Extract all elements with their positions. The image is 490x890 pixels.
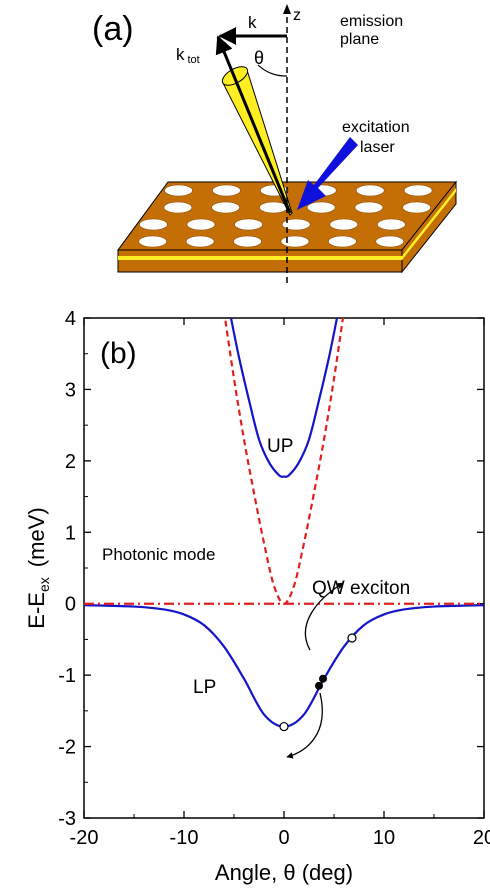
y-tick-label: 1 <box>65 522 76 544</box>
z-label: z <box>293 7 301 24</box>
quantum-well-layer-side <box>402 188 456 260</box>
slab-front-face <box>117 249 403 273</box>
y-axis-label-sub: ex <box>36 577 52 592</box>
series-lp <box>84 604 484 728</box>
air-holes <box>138 184 433 248</box>
y-tick-label: -3 <box>58 808 76 830</box>
excitation-laser-arrow <box>297 137 358 210</box>
ktot-label-main: k <box>176 45 185 64</box>
y-axis-label: E-Eex (meV) <box>24 507 52 628</box>
open-point <box>279 721 289 732</box>
air-hole <box>212 184 241 197</box>
theta-label: θ <box>254 48 264 68</box>
z-axis-arrowhead <box>283 4 291 14</box>
emission-plane-label-1: emission <box>340 13 403 30</box>
filled-point <box>319 674 327 683</box>
air-hole <box>259 201 288 214</box>
open-point <box>347 633 357 643</box>
ktot-label: k tot <box>176 45 200 66</box>
excitation-laser-label-2: laser <box>360 139 395 156</box>
excitation-laser-label-1: excitation <box>342 119 410 136</box>
qw-exciton-label: QW exciton <box>312 578 410 599</box>
air-hole <box>139 218 168 231</box>
series-up <box>229 318 339 478</box>
air-hole <box>354 201 384 214</box>
series-photonic-mode <box>223 318 345 605</box>
y-axis-label-unit: (meV) <box>24 507 49 567</box>
air-hole <box>280 235 310 248</box>
panel-a-label: (a) <box>92 10 134 48</box>
data-points <box>279 633 357 732</box>
x-axis-label: Angle, θ (deg) <box>215 860 353 885</box>
air-hole <box>233 235 262 248</box>
air-hole <box>402 201 431 214</box>
curves <box>84 318 484 728</box>
y-axis-label-main: E-E <box>24 592 49 629</box>
relaxation-arrow-down <box>286 692 323 759</box>
air-hole <box>138 235 167 248</box>
air-hole <box>185 235 215 248</box>
y-tick-label: 0 <box>65 594 76 616</box>
photonic-crystal-slab <box>117 180 458 274</box>
emission-plane-label-2: plane <box>340 31 379 48</box>
panel-b-label: (b) <box>100 337 137 370</box>
air-hole <box>329 218 359 231</box>
y-tick-label: 2 <box>65 451 76 473</box>
air-hole <box>403 184 433 197</box>
relaxation-arrow-up <box>304 582 344 651</box>
y-tick-label: 4 <box>65 308 76 330</box>
plot-frame <box>83 317 485 819</box>
panel-a: (a) z k k tot θ emission plane excitati <box>92 4 458 283</box>
air-hole <box>164 184 193 197</box>
x-tick-label: 10 <box>373 827 395 849</box>
k-label: k <box>248 13 257 32</box>
theta-arc <box>257 64 288 77</box>
quantum-well-layer <box>118 256 402 260</box>
photonic-mode-label: Photonic mode <box>102 545 215 564</box>
up-label: UP <box>267 436 293 457</box>
x-tick-label: -10 <box>170 827 199 849</box>
y-tick-label: -1 <box>58 665 76 687</box>
air-hole <box>211 201 240 214</box>
filled-point <box>315 681 323 690</box>
air-hole <box>163 201 193 214</box>
ktot-label-sub: tot <box>188 54 200 66</box>
x-tick-label: 0 <box>278 827 289 849</box>
lp-label: LP <box>193 677 216 698</box>
air-hole <box>234 218 263 231</box>
air-hole <box>186 218 216 231</box>
air-hole <box>375 235 405 248</box>
x-tick-label: 20 <box>473 827 490 849</box>
air-hole <box>377 218 406 231</box>
slab-side-face <box>401 180 457 274</box>
y-tick-label: -2 <box>58 737 76 759</box>
air-hole <box>306 201 336 214</box>
x-tick-label: -20 <box>70 827 99 849</box>
ktot-vector <box>215 35 292 214</box>
air-hole <box>328 235 357 248</box>
air-hole <box>281 218 311 231</box>
y-tick-label: 3 <box>65 379 76 401</box>
air-hole <box>355 184 385 197</box>
